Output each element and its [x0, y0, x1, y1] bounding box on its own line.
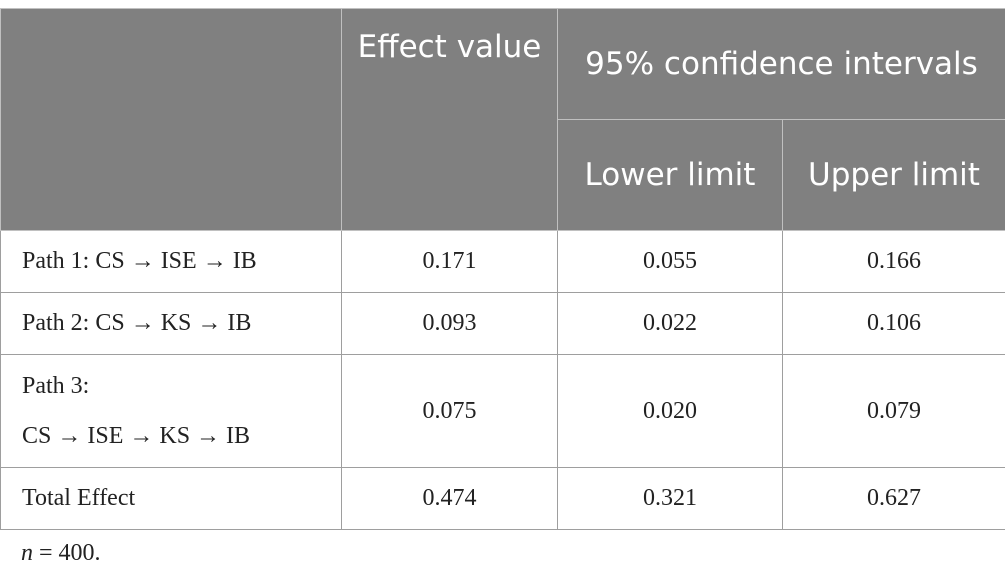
lower-limit-cell: 0.020 [557, 354, 783, 468]
table-header: Effect value 95% confidence intervals Lo… [0, 8, 1005, 231]
path-label: Path 2: CS → KS → IB [0, 292, 342, 355]
upper-limit-cell: 0.079 [782, 354, 1005, 468]
table-row: Path 3: CS → ISE → KS → IB 0.075 0.020 0.… [0, 354, 1005, 468]
table-row: Path 1: CS → ISE → IB 0.171 0.055 0.166 [0, 230, 1005, 293]
path-label: Total Effect [0, 467, 342, 530]
header-lower-limit: Lower limit [557, 119, 783, 231]
lower-limit-cell: 0.055 [557, 230, 783, 293]
table-row: Path 2: CS → KS → IB 0.093 0.022 0.106 [0, 292, 1005, 355]
path-label-line-1: Path 3: [22, 373, 90, 399]
table-footnote: n = 400. [21, 540, 101, 567]
path-label: Path 3: CS → ISE → KS → IB [0, 354, 342, 468]
effect-value-cell: 0.075 [341, 354, 558, 468]
sample-size-value: = 400. [33, 540, 101, 566]
effect-value-cell: 0.171 [341, 230, 558, 293]
effect-value-cell: 0.093 [341, 292, 558, 355]
lower-limit-cell: 0.321 [557, 467, 783, 530]
header-effect-value: Effect value [341, 8, 558, 231]
upper-limit-cell: 0.627 [782, 467, 1005, 530]
upper-limit-cell: 0.106 [782, 292, 1005, 355]
header-confidence-intervals: 95% confidence intervals [557, 8, 1005, 120]
header-row-1: Effect value 95% confidence intervals [0, 8, 1005, 231]
header-row-2: Lower limit Upper limit [1, 119, 1005, 231]
mediation-effects-table: Effect value 95% confidence intervals Lo… [0, 8, 1005, 530]
upper-limit-cell: 0.166 [782, 230, 1005, 293]
header-empty-cell [0, 8, 342, 231]
path-label: Path 1: CS → ISE → IB [0, 230, 342, 293]
table-body: Path 1: CS → ISE → IB 0.171 0.055 0.166 … [0, 230, 1005, 530]
header-upper-limit: Upper limit [782, 119, 1005, 231]
table-row: Total Effect 0.474 0.321 0.627 [0, 467, 1005, 530]
lower-limit-cell: 0.022 [557, 292, 783, 355]
effect-value-cell: 0.474 [341, 467, 558, 530]
sample-size-symbol: n [21, 540, 33, 566]
path-label-line-2: CS → ISE → KS → IB [22, 423, 251, 449]
